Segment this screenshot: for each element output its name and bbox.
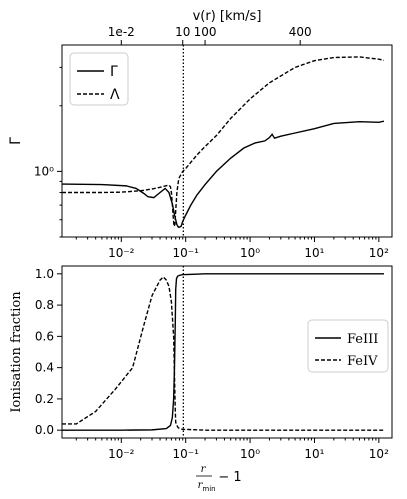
x-tick-label: 10⁰: [240, 447, 260, 461]
upper-x-ticks: 10⁻² 10⁻¹ 10⁰ 10¹ 10²: [75, 237, 389, 260]
legend-label-gamma: Γ: [110, 64, 118, 80]
x-tick-label: 10⁻¹: [172, 246, 199, 260]
top-tick-label: 100: [194, 25, 217, 39]
lower-series-layer: [62, 273, 384, 431]
series-line-dashed: [62, 56, 385, 229]
top-axis-label: v(r) [km/s]: [193, 9, 262, 24]
y-tick-label: 0.8: [35, 298, 54, 312]
x-tick-label: 10⁻¹: [172, 447, 199, 461]
x-tick-label: 10¹: [304, 246, 324, 260]
x-tick-label: 10¹: [304, 447, 324, 461]
top-tick-label: 1e-2: [108, 25, 135, 39]
upper-legend-box: [69, 52, 129, 106]
upper-series-layer: [61, 56, 385, 229]
svg-text:r: r: [201, 464, 207, 475]
x-tick-label: 10⁻²: [108, 246, 135, 260]
series-line-solid: [61, 120, 385, 228]
upper-y-ticks: 10⁰: [34, 66, 62, 238]
top-tick-label: 10: [175, 25, 190, 39]
x-tick-label: 10⁻²: [108, 447, 135, 461]
y-tick-label: 1.0: [35, 267, 54, 281]
lower-y-axis-label: Ionisation fraction: [9, 291, 24, 413]
y-tick-label: 0.0: [35, 423, 54, 437]
legend-label-lambda: Λ: [110, 87, 120, 103]
top-velocity-axis-ticks: 1e-2 10 100 400: [108, 25, 312, 45]
x-tick-label: 10²: [369, 246, 389, 260]
y-tick-label: 10⁰: [34, 164, 54, 178]
y-tick-label: 0.4: [35, 361, 54, 375]
lower-x-ticks: 10⁻² 10⁻¹ 10⁰ 10¹ 10²: [75, 438, 389, 461]
upper-legend: Γ Λ: [69, 52, 129, 106]
series-line-solid: [62, 273, 384, 431]
lower-legend: FeIII FeIV: [307, 319, 389, 373]
y-tick-label: 0.2: [35, 392, 54, 406]
y-tick-label: 0.6: [35, 329, 54, 343]
lower-legend-box: [307, 319, 389, 373]
legend-label-feiii: FeIII: [347, 332, 378, 347]
top-tick-label: 400: [289, 25, 312, 39]
upper-plot-frame: [61, 44, 393, 238]
svg-text:r: r: [198, 480, 204, 491]
svg-text:min: min: [202, 485, 215, 493]
svg-text:− 1: − 1: [218, 470, 241, 485]
upper-panel: 10⁻² 10⁻¹ 10⁰ 10¹ 10² 10⁰ 1e-2 10 100 400 v(r) …: [8, 9, 393, 260]
x-tick-label: 10²: [369, 447, 389, 461]
upper-y-axis-label: Γ: [8, 137, 24, 145]
legend-label-feiv: FeIV: [347, 354, 378, 369]
lower-plot-frame: [61, 265, 393, 439]
series-line-dashed: [62, 275, 384, 431]
lower-x-axis-label: r r min − 1: [196, 464, 242, 493]
lower-panel: 10⁻² 10⁻¹ 10⁰ 10¹ 10² 0.0 0.2 0.4 0.6 0.8 1.0 Ion…: [9, 265, 393, 493]
lower-y-ticks: 0.0 0.2 0.4 0.6 0.8 1.0: [35, 267, 62, 437]
x-tick-label: 10⁰: [240, 246, 260, 260]
